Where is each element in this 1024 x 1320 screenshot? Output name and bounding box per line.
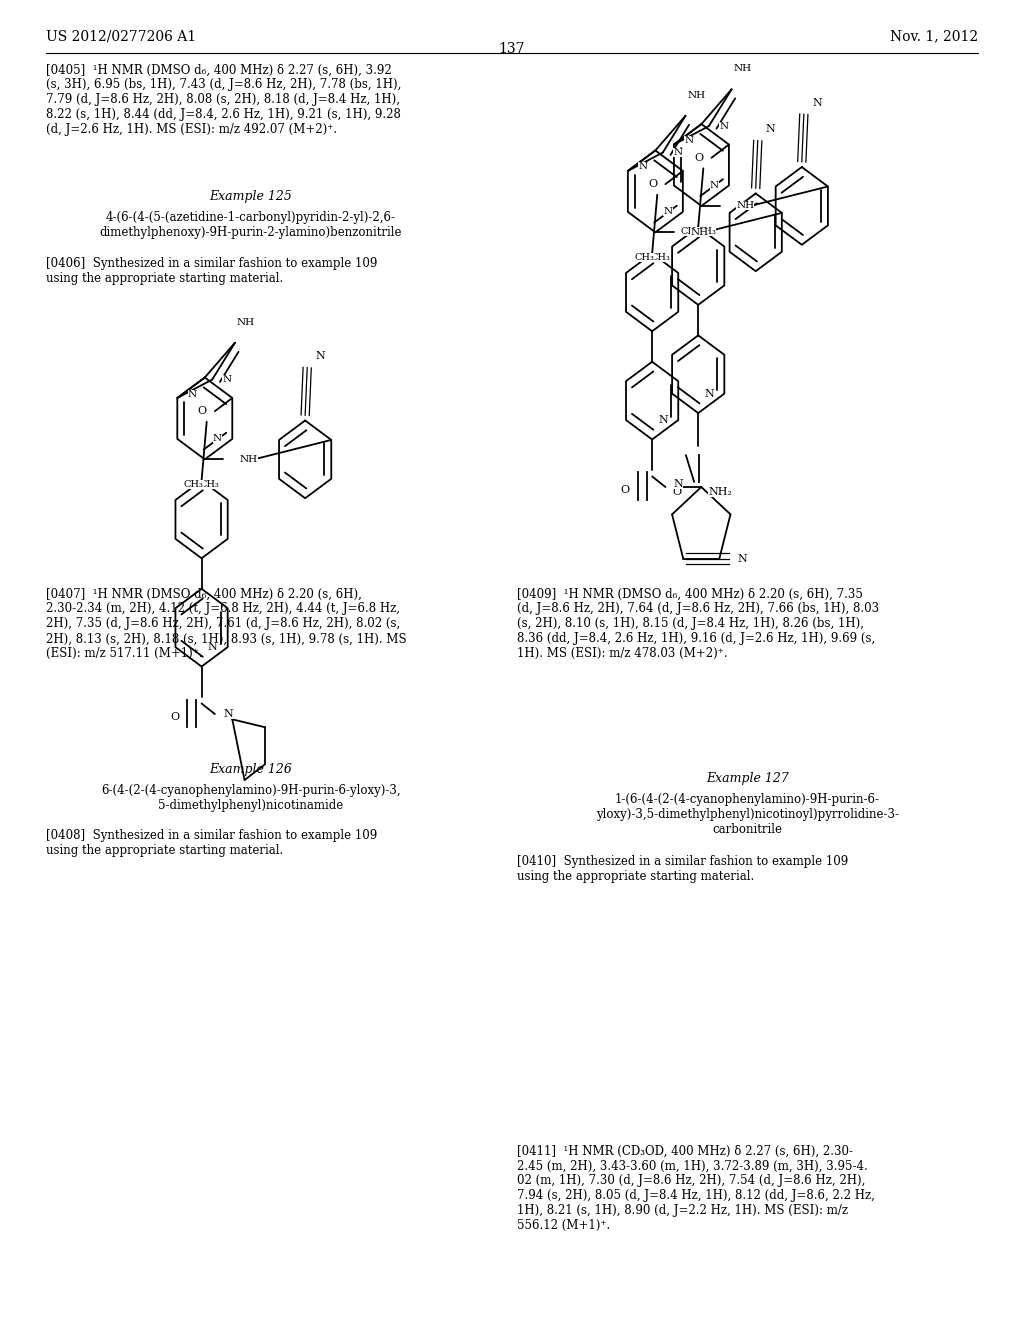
Text: N: N [766,124,776,135]
Text: O: O [673,487,682,498]
Text: [0410]  Synthesized in a similar fashion to example 109
using the appropriate st: [0410] Synthesized in a similar fashion … [517,855,848,883]
Text: [0408]  Synthesized in a similar fashion to example 109
using the appropriate st: [0408] Synthesized in a similar fashion … [46,829,377,857]
Text: N: N [812,98,822,108]
Text: NH: NH [736,202,755,210]
Text: [0406]  Synthesized in a similar fashion to example 109
using the appropriate st: [0406] Synthesized in a similar fashion … [46,257,378,285]
Text: CH₃: CH₃ [200,480,219,490]
Text: N: N [208,642,217,652]
Text: N: N [222,375,231,384]
Text: N: N [737,553,748,564]
Text: US 2012/0277206 A1: US 2012/0277206 A1 [46,29,197,44]
Text: O: O [694,153,703,162]
Text: O: O [198,407,207,416]
Text: CH₃: CH₃ [680,227,700,236]
Text: NH: NH [237,318,255,327]
Text: [0411]  ¹H NMR (CD₃OD, 400 MHz) δ 2.27 (s, 6H), 2.30-
2.45 (m, 2H), 3.43-3.60 (m: [0411] ¹H NMR (CD₃OD, 400 MHz) δ 2.27 (s… [517,1144,874,1233]
Text: O: O [648,180,657,189]
Text: NH: NH [240,455,258,463]
Text: N: N [705,388,714,399]
Text: N: N [213,434,222,444]
Text: N: N [223,709,232,719]
Text: CH₃: CH₃ [650,253,670,263]
Text: Example 126: Example 126 [210,763,292,776]
Text: O: O [621,484,630,495]
Text: N: N [658,414,668,425]
Text: N: N [719,121,728,131]
Text: CH₃: CH₃ [634,253,654,263]
Text: Example 125: Example 125 [210,190,292,203]
Text: NH₂: NH₂ [709,487,732,498]
Text: NH: NH [690,228,709,236]
Text: 137: 137 [499,42,525,57]
Text: NH: NH [687,91,706,100]
Text: N: N [315,351,326,362]
Text: NH: NH [733,65,752,74]
Text: 1-(6-(4-(2-(4-cyanophenylamino)-9H-purin-6-
yloxy)-3,5-dimethylphenyl)nicotinoyl: 1-(6-(4-(2-(4-cyanophenylamino)-9H-purin… [596,793,899,837]
Text: [0409]  ¹H NMR (DMSO d₆, 400 MHz) δ 2.20 (s, 6H), 7.35
(d, J=8.6 Hz, 2H), 7.64 (: [0409] ¹H NMR (DMSO d₆, 400 MHz) δ 2.20 … [517,587,880,660]
Text: N: N [674,479,683,490]
Text: O: O [170,711,179,722]
Text: 6-(4-(2-(4-cyanophenylamino)-9H-purin-6-yloxy)-3,
5-dimethylphenyl)nicotinamide: 6-(4-(2-(4-cyanophenylamino)-9H-purin-6-… [101,784,400,812]
Text: N: N [684,136,693,145]
Text: N: N [664,207,673,216]
Text: 4-(6-(4-(5-(azetidine-1-carbonyl)pyridin-2-yl)-2,6-
dimethylphenoxy)-9H-purin-2-: 4-(6-(4-(5-(azetidine-1-carbonyl)pyridin… [99,211,402,239]
Text: Nov. 1, 2012: Nov. 1, 2012 [890,29,978,44]
Text: CH₃: CH₃ [696,227,716,236]
Text: N: N [673,148,682,157]
Text: [0405]  ¹H NMR (DMSO d₆, 400 MHz) δ 2.27 (s, 6H), 3.92
(s, 3H), 6.95 (bs, 1H), 7: [0405] ¹H NMR (DMSO d₆, 400 MHz) δ 2.27 … [46,63,401,136]
Text: CH₃: CH₃ [183,480,204,490]
Text: N: N [710,181,719,190]
Text: N: N [638,162,647,172]
Text: [0407]  ¹H NMR (DMSO d₆, 400 MHz) δ 2.20 (s, 6H),
2.30-2.34 (m, 2H), 4.12 (t, J=: [0407] ¹H NMR (DMSO d₆, 400 MHz) δ 2.20 … [46,587,407,660]
Text: N: N [187,389,197,399]
Text: Example 127: Example 127 [707,772,788,785]
